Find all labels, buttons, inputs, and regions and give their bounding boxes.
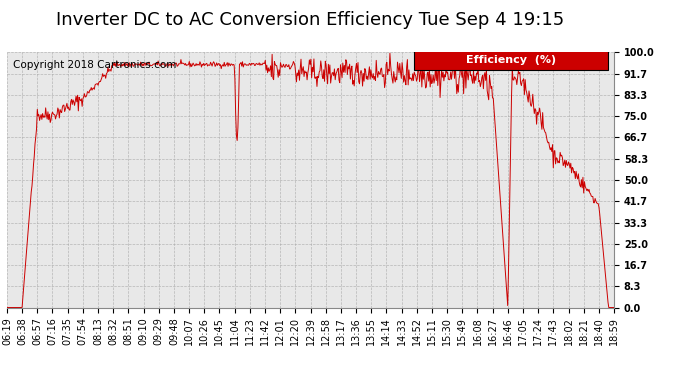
Text: Copyright 2018 Cartronics.com: Copyright 2018 Cartronics.com <box>13 60 177 70</box>
FancyBboxPatch shape <box>414 49 608 70</box>
Text: Efficiency  (%): Efficiency (%) <box>466 54 556 64</box>
Text: Inverter DC to AC Conversion Efficiency Tue Sep 4 19:15: Inverter DC to AC Conversion Efficiency … <box>57 11 564 29</box>
